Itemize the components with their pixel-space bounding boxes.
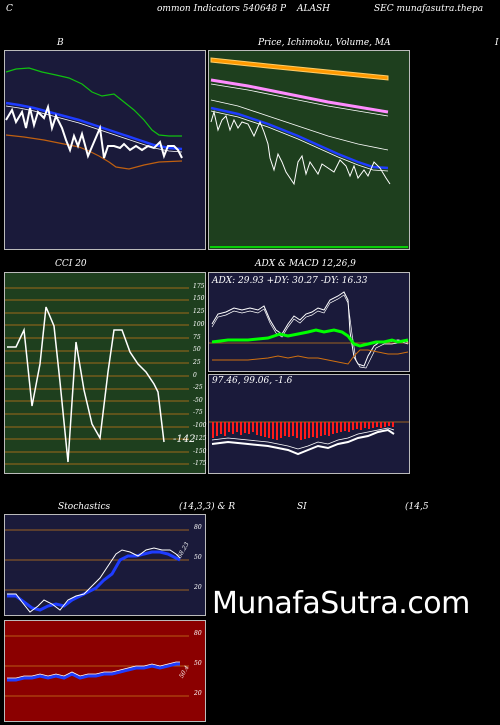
price-line [210,110,391,186]
rsi-line [7,662,180,682]
bollinger-bands-chart [4,50,206,250]
stoch-label: Stochastics [58,502,111,512]
watermark: MunafaSutra.com [212,586,470,621]
price-ichimoku-chart [208,50,410,250]
ichimoku-cloud [210,57,389,81]
adx-line [211,328,409,348]
macd-readout: 97.46, 99.06, -1.6 [212,376,293,386]
macd-signal [211,427,395,450]
adx-chart [208,272,410,372]
ma-blue [210,106,389,170]
stochastics-chart [4,514,206,616]
cci-label: CCI 20 [55,259,87,269]
stoch-k-line [7,547,181,613]
stoch-params: (14,3,3) & R [179,502,236,512]
stoch-d-line [7,550,181,612]
bb-middle-band [5,101,183,151]
rsi-label: SI [297,502,307,512]
header-mid: ALASH [297,4,330,14]
header-left: C [6,4,13,14]
header-right: SEC munafasutra.thepa [374,4,484,14]
macd-line [211,428,395,456]
cci-value-label: -142 [173,434,196,445]
adx-minus-di [212,349,409,365]
price-label: Price, Ichimoku, Volume, MA [258,38,391,48]
header-title: ommon Indicators 540648 P [157,4,287,14]
macd-histogram [212,422,394,440]
bb-lower-band [5,134,183,170]
bb-label: B [57,38,64,48]
price-label-right: I [495,38,499,48]
macd-chart [208,374,410,474]
rsi-chart [4,620,206,722]
adx-readout: ADX: 29.93 +DY: 30.27 -DY: 16.33 [212,276,368,286]
rsi-params: (14,5 [405,502,429,512]
cci-line [7,306,165,463]
bb-price-line [5,103,183,160]
bb-upper-band [5,67,182,137]
adx-plus-di [211,291,409,367]
ma-pink [210,78,389,114]
adx-label: ADX & MACD 12,26,9 [255,259,356,269]
cci-chart [4,272,206,474]
